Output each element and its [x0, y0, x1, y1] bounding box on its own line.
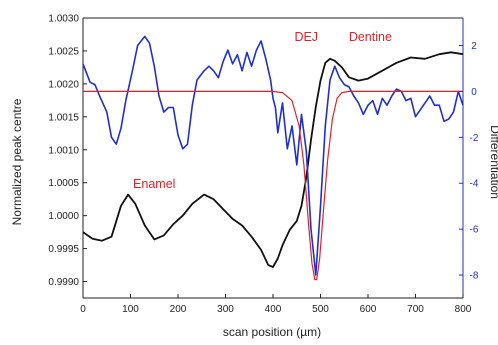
y-right-tick-label: -4 — [470, 179, 479, 190]
x-tick-label: 0 — [80, 304, 86, 315]
y-right-tick-label: -2 — [470, 133, 479, 144]
x-axis-title: scan position (µm) — [223, 325, 321, 339]
y-right-tick-label: 0 — [471, 87, 477, 98]
annotations-layer: Enamel DEJ Dentine — [133, 30, 392, 191]
y-tick-label: 1.0005 — [48, 178, 79, 189]
x-tick-label: 100 — [122, 304, 139, 315]
annotation-enamel: Enamel — [133, 177, 175, 191]
y-right-tick-label: 2 — [471, 41, 477, 52]
normalized-peak-centre-line — [82, 51, 464, 268]
x-tick-label: 800 — [455, 304, 472, 315]
y-tick-label: 0.9990 — [48, 277, 79, 288]
y-tick-label: 1.0030 — [48, 14, 79, 25]
annotation-dentine: Dentine — [349, 30, 392, 44]
differentiation-fit-line — [83, 90, 463, 281]
y-right-tick-label: -6 — [470, 225, 479, 236]
x-tick-label: 300 — [217, 304, 234, 315]
annotation-dej: DEJ — [294, 30, 318, 44]
y-tick-label: 1.0015 — [48, 112, 79, 123]
y-tick-label: 1.0000 — [48, 211, 79, 222]
x-tick-label: 500 — [312, 304, 329, 315]
y-tick-label: 0.9995 — [48, 244, 79, 255]
y-right-tick-label: -8 — [470, 271, 479, 282]
y-tick-label: 1.0010 — [48, 145, 79, 156]
y-axis-right-title: Differentiation — [488, 125, 498, 199]
x-tick-label: 600 — [360, 304, 377, 315]
x-tick-label: 200 — [170, 304, 187, 315]
ticks-layer: 0 100 200 300 400 500 600 700 800 0.9990 0.9995 1.0… — [48, 14, 478, 316]
x-tick-label: 700 — [407, 304, 424, 315]
y-axis-title: Normalized peak centre — [10, 98, 24, 225]
x-tick-label: 400 — [265, 304, 282, 315]
y-tick-label: 1.0020 — [48, 79, 79, 90]
series-layer — [82, 35, 464, 281]
y-tick-label: 1.0025 — [48, 46, 79, 57]
